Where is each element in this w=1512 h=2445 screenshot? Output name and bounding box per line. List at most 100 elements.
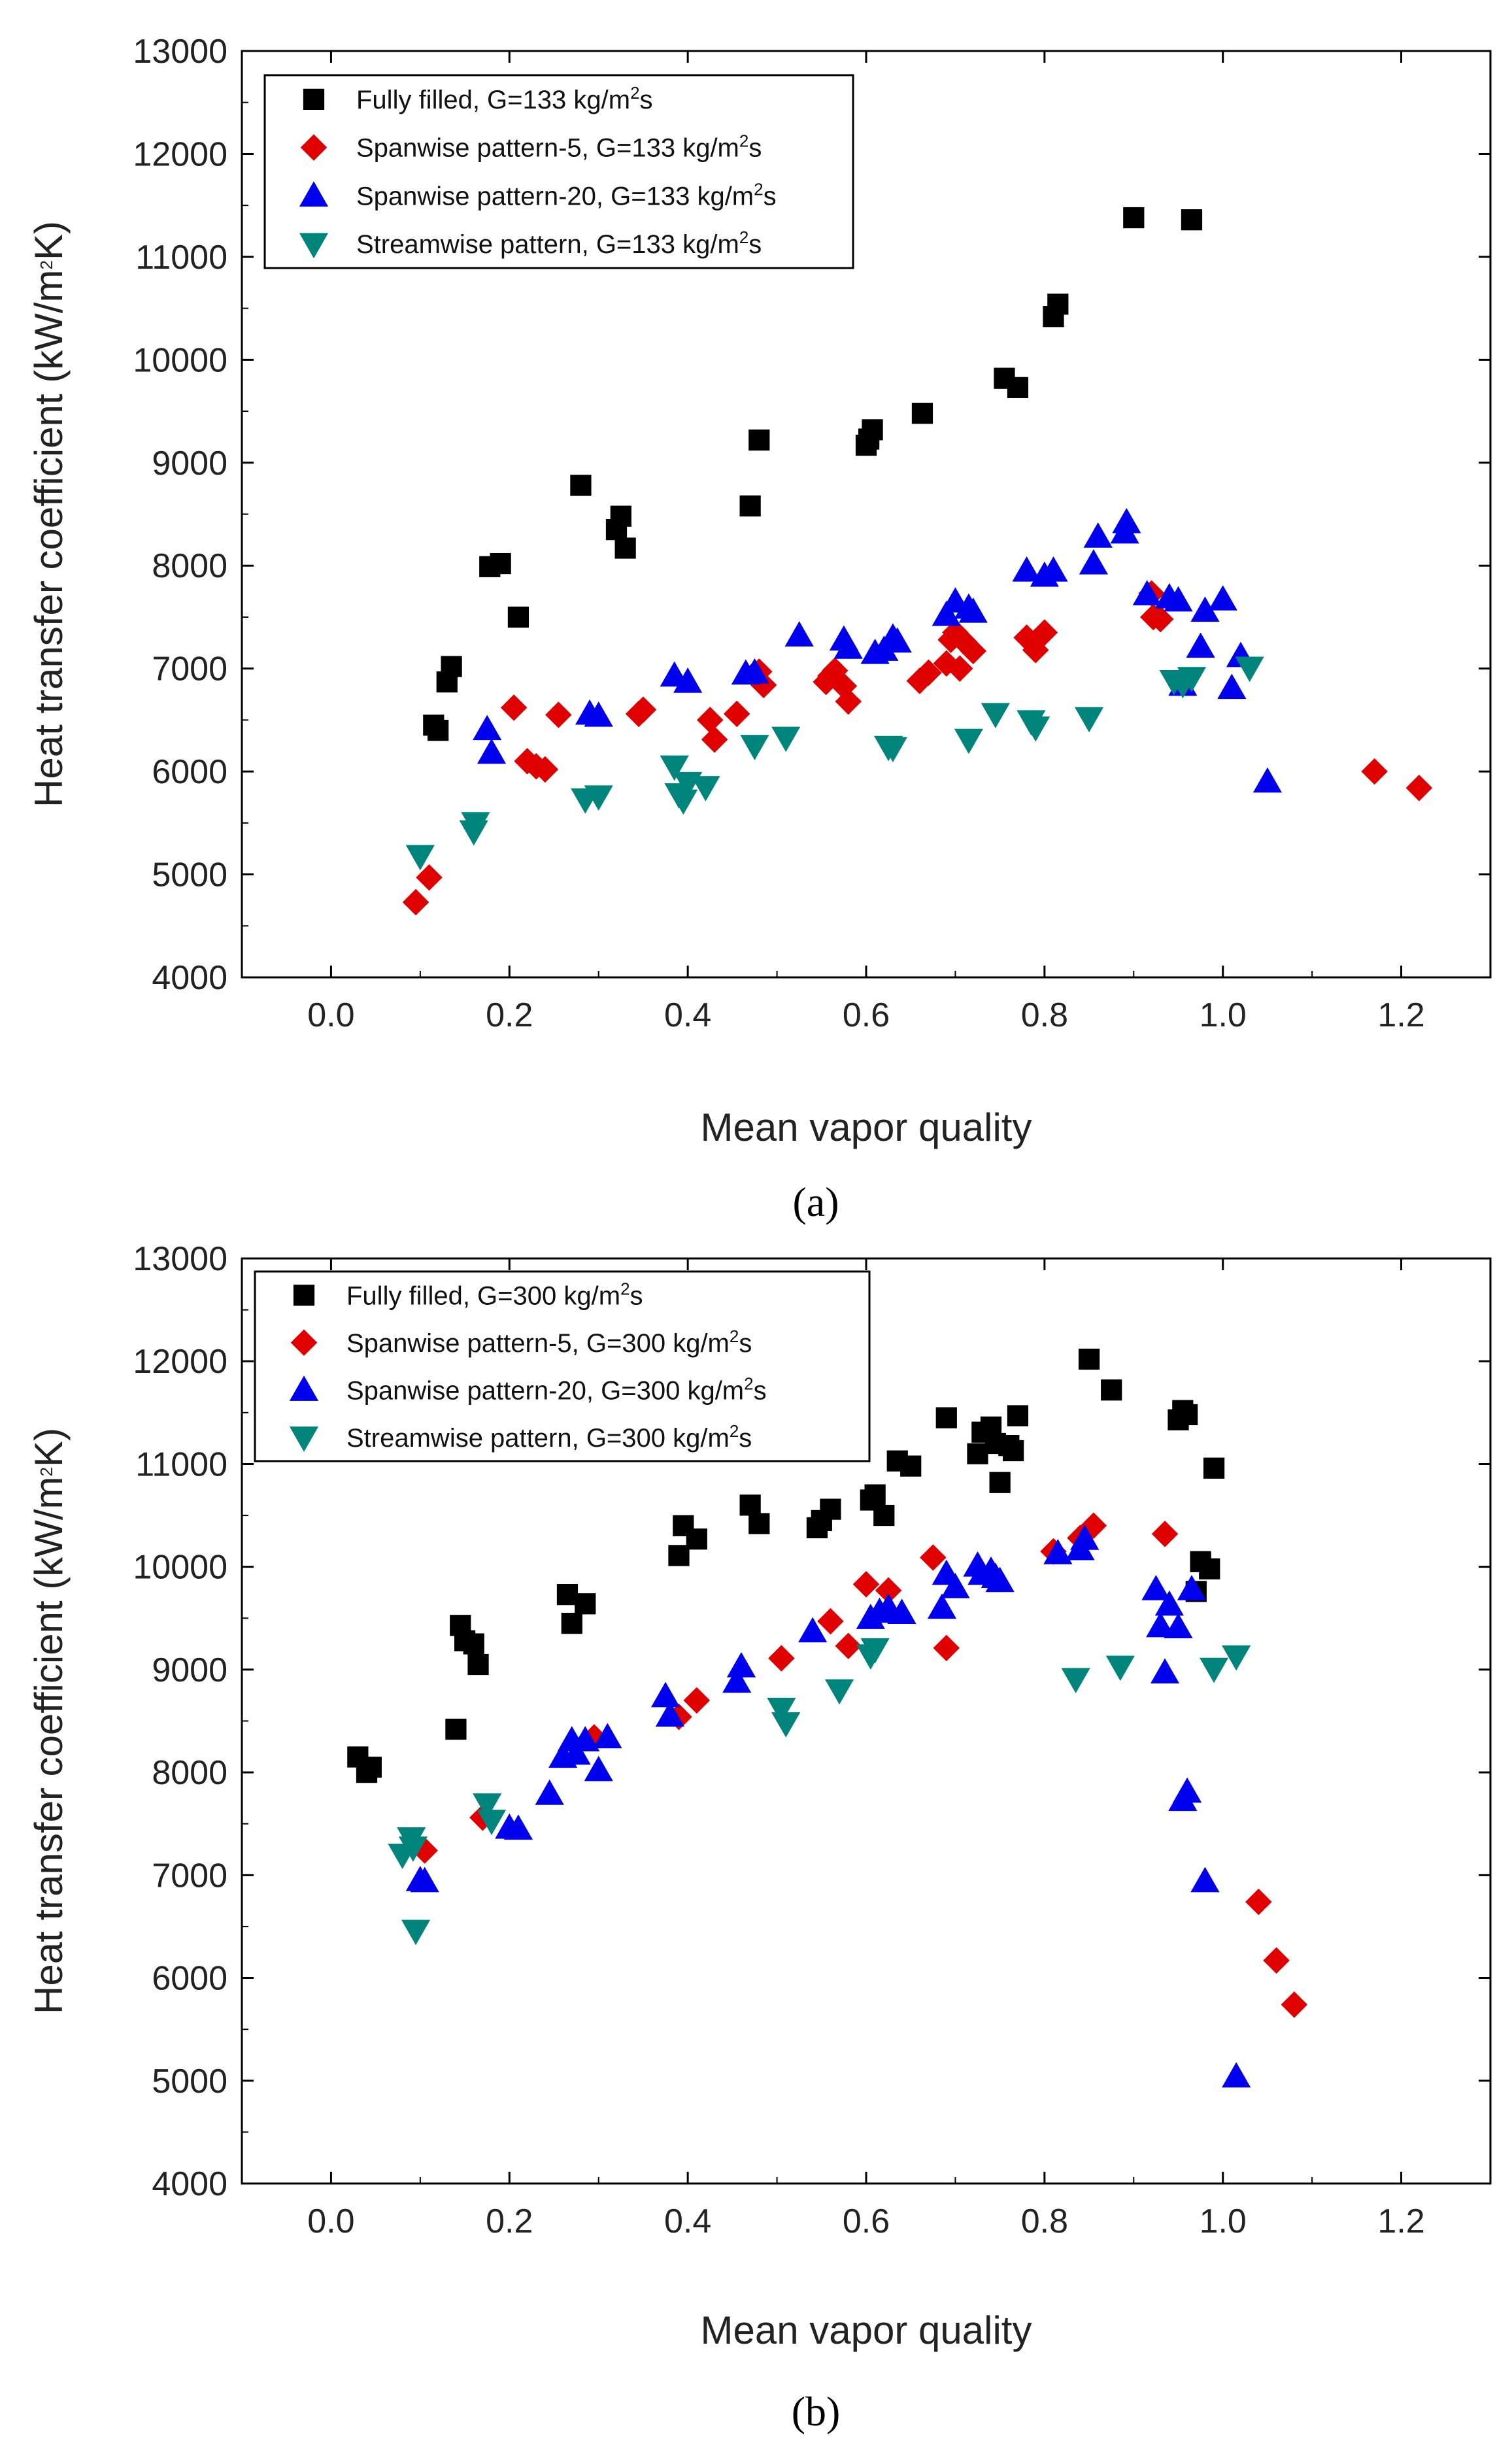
data-point — [878, 737, 908, 762]
data-point — [1235, 656, 1264, 683]
data-point — [1147, 605, 1174, 633]
data-point — [584, 701, 613, 727]
data-point — [935, 1407, 957, 1428]
x-axis-title: Mean vapor quality — [701, 1105, 1032, 1149]
data-point — [1222, 2062, 1251, 2088]
legend-label: Spanwise pattern-20, G=133 kg/m2s — [356, 179, 777, 211]
data-point — [1361, 758, 1388, 785]
data-point — [911, 403, 933, 424]
data-point — [932, 600, 961, 626]
data-point — [1105, 1655, 1135, 1681]
x-tick-label: 0.0 — [307, 996, 354, 1034]
x-tick-label: 0.6 — [843, 2202, 890, 2240]
data-point — [817, 1608, 844, 1635]
data-point — [531, 756, 559, 783]
data-point — [798, 1617, 828, 1643]
data-point — [946, 655, 973, 682]
y-tick-label: 10000 — [133, 341, 227, 379]
data-point — [701, 726, 728, 753]
data-point — [967, 1443, 988, 1464]
data-point — [981, 703, 1010, 729]
data-point — [668, 1545, 690, 1566]
data-point — [740, 735, 769, 760]
data-point — [862, 419, 883, 441]
data-point — [655, 1701, 684, 1727]
legend-marker — [299, 181, 329, 207]
y-tick-label: 11000 — [135, 239, 227, 277]
data-point — [748, 1513, 770, 1534]
series-2 — [411, 1512, 1308, 2018]
data-point — [1281, 1991, 1308, 2018]
data-point — [985, 1566, 1015, 1593]
y-tick-label: 6000 — [152, 753, 227, 791]
data-point — [1031, 619, 1058, 646]
data-point — [571, 1726, 600, 1751]
data-point — [739, 495, 761, 517]
data-point — [477, 1810, 507, 1836]
legend: Fully filled, G=300 kg/m2s Spanwise patte… — [254, 1270, 871, 1462]
legend-box — [263, 74, 854, 269]
data-point — [1164, 586, 1193, 612]
data-point — [1151, 1521, 1179, 1547]
data-point — [445, 1718, 467, 1740]
data-point — [1177, 667, 1207, 692]
legend-label: Spanwise pattern-20, G=300 kg/m2s — [346, 1374, 767, 1405]
x-tick-label: 0.8 — [1021, 996, 1068, 1034]
data-point — [416, 864, 443, 891]
y-tick-label: 7000 — [152, 650, 227, 688]
data-point — [1112, 507, 1141, 533]
legend-label: Fully filled, G=300 kg/m2s — [346, 1279, 643, 1310]
data-point — [1186, 632, 1215, 658]
data-point — [1146, 1611, 1175, 1638]
data-point — [941, 1573, 970, 1598]
data-point — [1154, 1590, 1184, 1616]
data-point — [490, 552, 511, 575]
data-point — [561, 1613, 582, 1634]
data-point — [1177, 1404, 1198, 1426]
data-point — [401, 1919, 431, 1946]
legend-marker — [299, 233, 329, 259]
y-tick-label: 8000 — [152, 1754, 227, 1792]
y-tick-label: 9000 — [152, 445, 227, 482]
data-point — [1101, 1379, 1122, 1401]
data-point — [402, 888, 429, 916]
data-point — [722, 1667, 752, 1693]
data-point — [1123, 207, 1145, 229]
data-point — [545, 701, 572, 728]
data-point — [1021, 716, 1050, 742]
data-point — [500, 694, 528, 721]
data-point — [784, 621, 814, 647]
y-tick-label: 13000 — [133, 1240, 227, 1278]
data-point — [723, 700, 750, 728]
data-point — [411, 1837, 438, 1864]
series-3 — [405, 1525, 1251, 2088]
y-tick-label: 4000 — [152, 959, 227, 997]
data-point — [398, 1836, 428, 1862]
data-point — [920, 1544, 947, 1571]
data-point — [864, 1484, 886, 1506]
data-point — [852, 1571, 880, 1598]
x-tick-label: 0.2 — [486, 996, 533, 1034]
data-point — [1173, 1777, 1202, 1803]
series-4 — [405, 656, 1264, 871]
data-point — [860, 1638, 890, 1664]
y-tick-label: 4000 — [152, 2165, 227, 2203]
x-tick-label: 0.6 — [843, 996, 890, 1034]
data-point — [1252, 767, 1283, 793]
data-point — [1203, 1457, 1225, 1479]
legend-label: Fully filled, G=133 kg/m2s — [356, 83, 653, 114]
series-4 — [388, 1638, 1251, 1946]
y-tick-label: 9000 — [152, 1651, 227, 1689]
data-point — [441, 656, 462, 677]
series-2 — [402, 580, 1433, 916]
data-point — [503, 1814, 533, 1840]
x-tick-label: 0.4 — [664, 2202, 711, 2240]
x-tick-label: 1.0 — [1200, 2202, 1247, 2240]
legend-label: Streamwise pattern, G=300 kg/m2s — [346, 1421, 752, 1453]
data-point — [927, 1593, 957, 1619]
data-point — [614, 537, 636, 559]
data-point — [1078, 1348, 1100, 1370]
panel-a-chart: 4000 5000 6000 7000 8000 9000 10000 11000 12000 1… — [27, 33, 1492, 1149]
data-point — [740, 658, 769, 684]
